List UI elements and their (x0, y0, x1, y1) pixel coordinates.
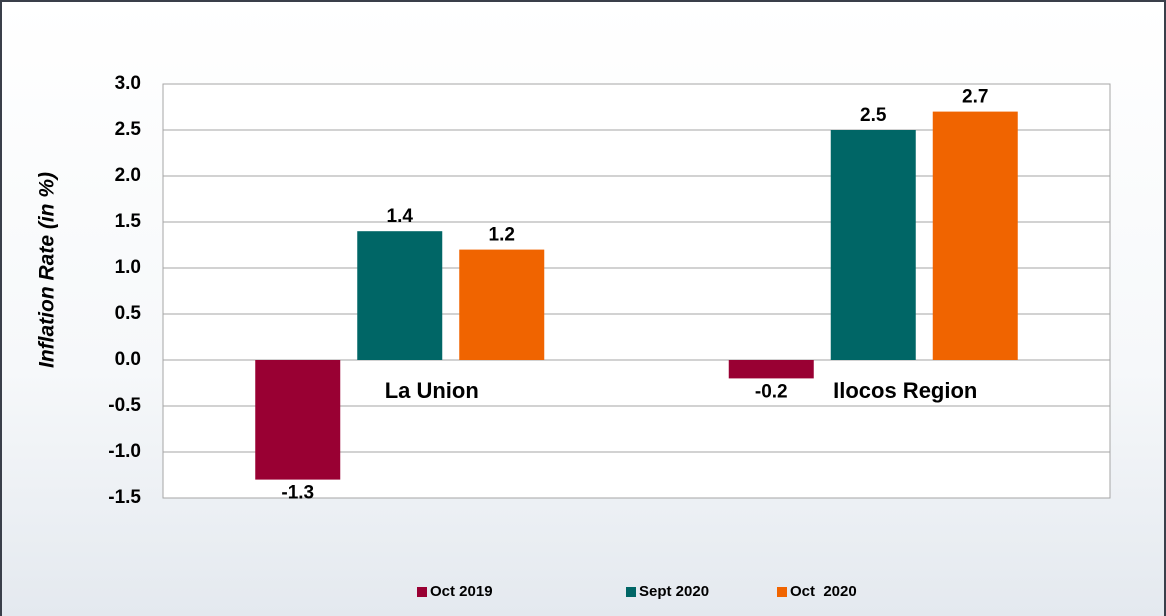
data-label: -1.3 (281, 483, 314, 504)
data-label: 2.7 (962, 87, 988, 108)
data-label: 2.5 (860, 105, 887, 126)
data-label: -0.2 (755, 381, 788, 402)
bar (932, 111, 1018, 360)
y-tick-label: 0.0 (115, 349, 141, 370)
y-axis-title: Inflation Rate (in %) (36, 172, 59, 368)
legend-label: Oct 2020 (790, 583, 857, 600)
bar (830, 130, 916, 360)
y-tick-label: 1.0 (115, 257, 141, 278)
data-label: 1.4 (387, 206, 414, 227)
category-label: Ilocos Region (833, 378, 977, 403)
bar (357, 231, 443, 360)
legend-label: Sept 2020 (639, 583, 709, 600)
y-tick-label: 2.5 (115, 119, 142, 140)
bar (459, 249, 545, 360)
legend-swatch (417, 587, 427, 597)
category-label: La Union (385, 378, 479, 403)
y-tick-label: 2.0 (115, 165, 141, 186)
y-tick-label: 0.5 (115, 303, 142, 324)
legend-swatch (777, 587, 787, 597)
bar (728, 360, 814, 379)
legend-swatch (626, 587, 636, 597)
y-tick-label: -1.0 (108, 441, 141, 462)
y-tick-label: -1.5 (108, 487, 141, 508)
legend-label: Oct 2019 (430, 583, 493, 600)
bar (255, 360, 341, 480)
y-tick-label: 3.0 (115, 73, 141, 94)
y-tick-label: 1.5 (115, 211, 142, 232)
data-label: 1.2 (489, 225, 515, 246)
y-tick-label: -0.5 (108, 395, 141, 416)
